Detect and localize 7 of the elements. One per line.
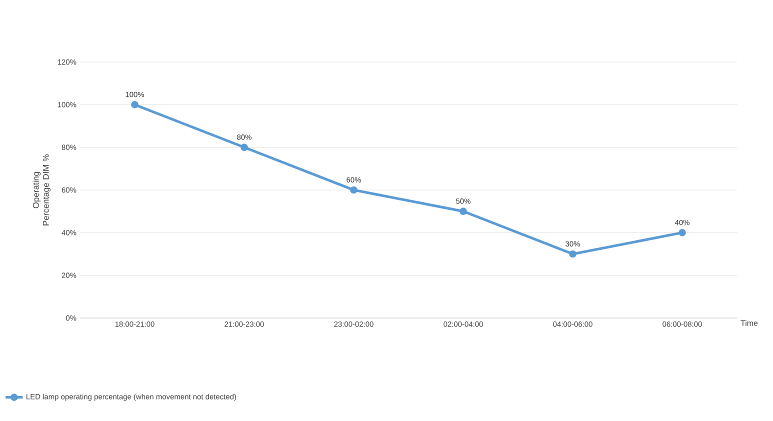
point: [131, 100, 138, 108]
point: [240, 144, 248, 152]
point: [569, 250, 576, 258]
point: [678, 228, 686, 236]
point: [350, 186, 358, 194]
y-axis-title: Operating Percentage DIM %: [32, 154, 51, 226]
point: [460, 208, 467, 216]
